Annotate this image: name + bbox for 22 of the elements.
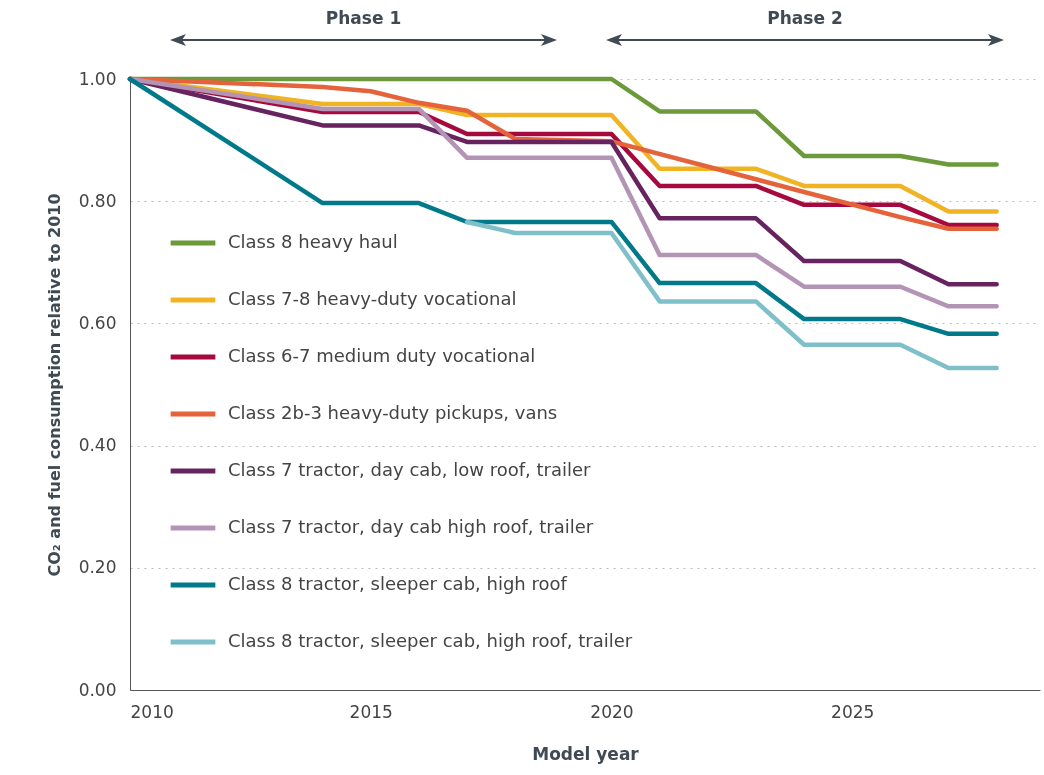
y-tick-label: 0.80 xyxy=(78,190,117,211)
x-axis-title: Model year xyxy=(532,743,640,764)
x-tick-label: 2010 xyxy=(130,701,174,722)
legend-label: Class 8 tractor, sleeper cab, high roof xyxy=(228,573,568,594)
x-tick-label: 2025 xyxy=(831,701,875,722)
y-tick-label: 0.60 xyxy=(78,312,117,333)
x-tick-label: 2015 xyxy=(349,701,393,722)
text: Phase 2 xyxy=(766,8,844,28)
legend-label: Class 7 tractor, day cab high roof, trailer xyxy=(228,516,594,537)
legend-label: Class 7 tractor, day cab, low roof, trailer xyxy=(228,459,592,480)
y-tick-label: 0.20 xyxy=(78,557,117,578)
text: Phase 1 xyxy=(324,8,403,28)
legend-label: Class 8 heavy haul xyxy=(228,231,398,252)
legend-label: Class 2b-3 heavy-duty pickups, vans xyxy=(228,402,558,423)
x-tick-label: 2020 xyxy=(590,701,634,722)
legend-label: Class 6-7 medium duty vocational xyxy=(228,345,536,366)
y-tick-label: 0.00 xyxy=(78,679,117,700)
y-tick-label: 0.40 xyxy=(78,435,117,456)
y-axis-title: CO₂ and fuel consumption relative to 2010 xyxy=(44,193,64,577)
legend-label: Class 7-8 heavy-duty vocational xyxy=(228,288,517,309)
legend-label: Class 8 tractor, sleeper cab, high roof, trailer xyxy=(228,630,633,651)
y-tick-label: 1.00 xyxy=(78,68,117,89)
